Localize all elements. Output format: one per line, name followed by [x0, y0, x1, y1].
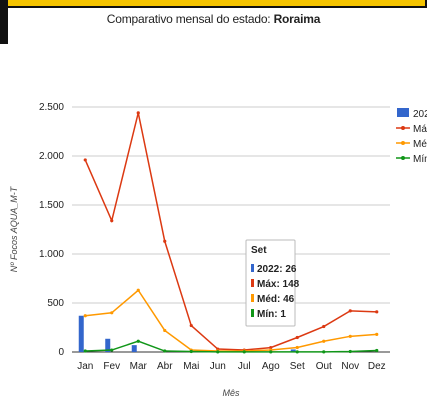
series-point[interactable]: [375, 332, 379, 336]
series-point[interactable]: [375, 348, 379, 353]
tooltip-row: Méd: 46: [257, 294, 295, 305]
legend-label: 2022: [413, 109, 427, 120]
frame-edge: [0, 0, 8, 44]
y-tick-label: 0: [58, 347, 64, 358]
subtitle-prefix: Comparativo mensal do estado:: [106, 12, 271, 26]
series-point[interactable]: [83, 158, 87, 162]
legend-label: Mín: [413, 154, 427, 165]
series-point[interactable]: [163, 349, 167, 353]
series-line-mín[interactable]: [85, 340, 377, 353]
series-point[interactable]: [136, 111, 140, 115]
series-line-máx[interactable]: [84, 112, 377, 351]
chart-subtitle: Comparativo mensal do estado: Roraima: [0, 12, 427, 26]
tooltip-swatch: [251, 264, 254, 272]
legend-swatch-dot: [401, 126, 405, 130]
series-point[interactable]: [83, 349, 87, 353]
x-tick-label: Mar: [130, 361, 148, 372]
y-axis-title: Nº Focos AQUA_M-T: [9, 185, 19, 272]
series-point[interactable]: [136, 288, 140, 292]
x-tick-label: Fev: [103, 361, 120, 372]
series-point[interactable]: [295, 345, 299, 350]
tooltip-box: [245, 239, 296, 327]
series-point[interactable]: [322, 324, 326, 329]
x-tick-label: Dez: [368, 361, 386, 372]
y-tick-label: 1.500: [39, 200, 64, 211]
series-point[interactable]: [83, 314, 87, 318]
x-tick-label: Nov: [341, 361, 359, 372]
series-point[interactable]: [110, 311, 114, 315]
legend-label: Méd: [413, 139, 427, 150]
series-point[interactable]: [375, 310, 379, 314]
legend-swatch-dot: [401, 156, 405, 160]
tooltip-swatch: [251, 294, 254, 302]
series-point[interactable]: [189, 323, 193, 328]
bar-2022[interactable]: [78, 315, 84, 352]
x-tick-label: Set: [290, 361, 305, 372]
series-point[interactable]: [242, 350, 246, 354]
series-point[interactable]: [136, 339, 140, 343]
x-tick-label: Jun: [210, 361, 226, 372]
series-point[interactable]: [163, 328, 167, 333]
subtitle-state: Roraima: [273, 12, 321, 26]
y-tick-label: 500: [47, 298, 64, 309]
series-point[interactable]: [269, 350, 273, 354]
legend-swatch-dot: [401, 141, 405, 145]
series-point[interactable]: [348, 349, 352, 354]
tooltip-swatch: [251, 279, 254, 287]
legend-label: Máx: [413, 124, 427, 135]
x-tick-label: Mai: [183, 361, 199, 372]
series-point[interactable]: [269, 345, 273, 350]
x-tick-label: Ago: [262, 361, 280, 372]
bar-2022[interactable]: [131, 345, 137, 352]
series-point[interactable]: [295, 350, 299, 354]
bar-2022[interactable]: [105, 338, 111, 352]
x-tick-label: Jul: [238, 361, 251, 372]
y-tick-label: 1.000: [39, 249, 64, 260]
series-line-méd[interactable]: [85, 289, 377, 352]
series-point[interactable]: [189, 349, 193, 354]
series-point[interactable]: [163, 239, 167, 243]
x-tick-label: Jan: [77, 361, 93, 372]
x-tick-label: Abr: [157, 361, 173, 372]
series-point[interactable]: [295, 335, 299, 340]
series-point[interactable]: [322, 339, 326, 343]
series-point[interactable]: [110, 219, 114, 223]
series-point[interactable]: [348, 309, 352, 313]
tooltip-title: Set: [251, 245, 267, 256]
tooltip-row: Mín: 1: [257, 309, 286, 320]
x-tick-label: Out: [316, 361, 332, 372]
y-tick-label: 2.000: [39, 151, 64, 162]
tooltip-row: 2022: 26: [257, 264, 297, 275]
y-tick-label: 2.500: [39, 102, 64, 113]
header-bar: [6, 0, 427, 8]
tooltip-row: Máx: 148: [257, 279, 300, 290]
series-point[interactable]: [322, 350, 326, 354]
x-axis-title: Mês: [222, 388, 240, 398]
tooltip-swatch: [251, 309, 254, 317]
bar-2022[interactable]: [290, 349, 296, 352]
series-point[interactable]: [110, 348, 114, 352]
series-point[interactable]: [216, 350, 220, 354]
legend-swatch: [397, 108, 409, 117]
series-point[interactable]: [348, 334, 352, 338]
